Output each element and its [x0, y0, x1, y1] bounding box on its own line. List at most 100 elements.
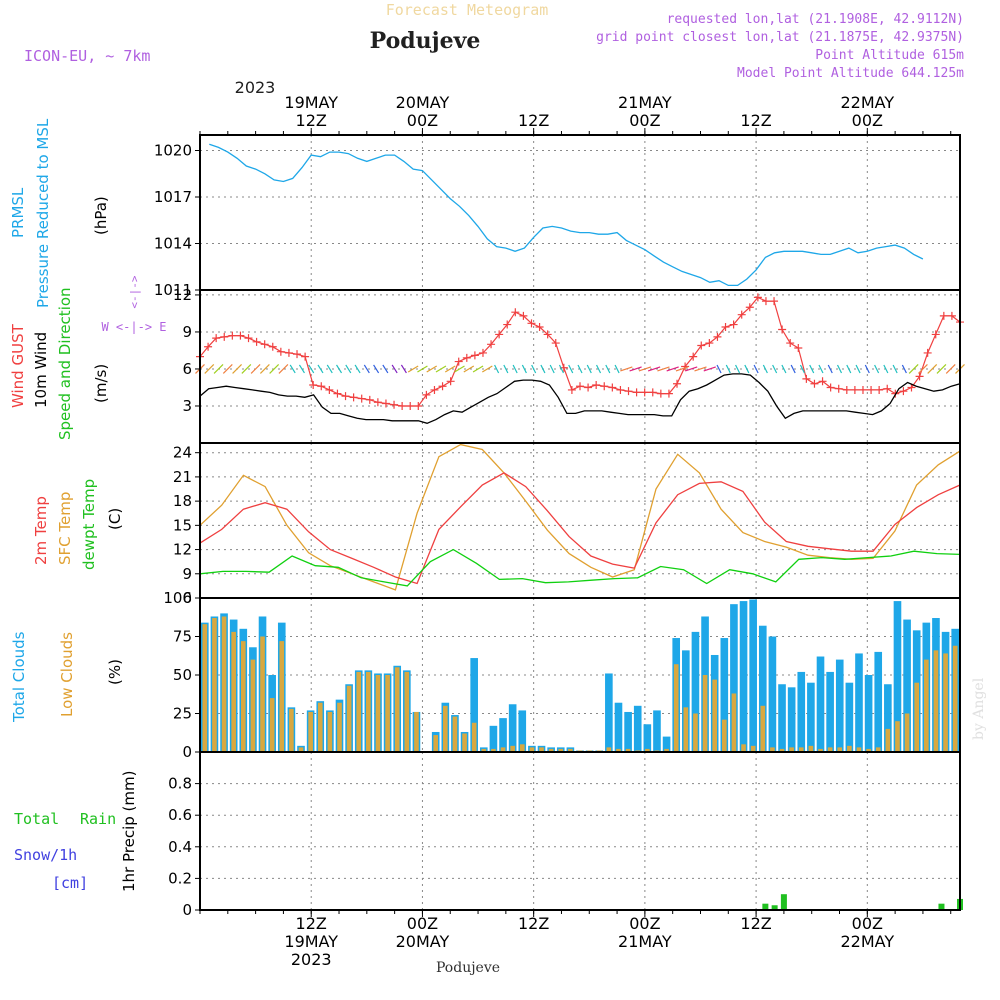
wind-direction-arrow: [317, 364, 324, 374]
temp-sfc-label: SFC Temp: [56, 492, 74, 565]
wind-gust-point: [648, 388, 657, 397]
wind-gust-point: [220, 332, 229, 341]
wind-speed-direction-label: Speed and Direction: [56, 287, 74, 440]
wind-gust-point: [802, 374, 811, 383]
wind-gust-point: [705, 339, 714, 348]
total-cloud-bar: [845, 682, 854, 752]
wind-gust-point: [430, 385, 439, 394]
bottom-time-label: 19MAY: [284, 932, 338, 951]
wind-gust-point: [462, 353, 471, 362]
low-cloud-bar: [519, 744, 525, 752]
top-time-label: 19MAY: [284, 93, 338, 112]
wind-direction-arrow: [204, 364, 215, 374]
low-cloud-bar: [462, 733, 467, 752]
wind-gust-point: [931, 330, 940, 339]
y-tick-label: 0: [182, 743, 192, 761]
temp-2m-label: 2m Temp: [32, 496, 50, 565]
wind-gust-point: [616, 385, 625, 394]
bottom-time-label: 00Z: [629, 914, 660, 933]
wind-direction-arrow: [482, 365, 493, 373]
wind-gust-point: [875, 385, 884, 394]
forecast-title: Forecast Meteogram: [386, 1, 549, 19]
low-cloud-bar: [866, 748, 871, 752]
wind-gust-point: [406, 401, 415, 410]
total-cloud-bar: [855, 653, 863, 752]
total-cloud-bar: [864, 675, 873, 752]
low-cloud-bar: [943, 653, 948, 752]
wind-direction-arrow: [426, 365, 438, 373]
low-cloud-bar: [298, 747, 304, 752]
wind-gust-point: [640, 388, 649, 397]
wind-gust-point: [309, 381, 318, 390]
wind-direction-arrow: [373, 364, 380, 374]
wind-direction-arrow: [278, 364, 289, 374]
wind-direction-arrow: [818, 364, 824, 374]
wind-direction-arrow: [846, 364, 852, 374]
low-cloud-bar: [308, 711, 313, 752]
low-cloud-bar: [568, 748, 573, 752]
low-cloud-bar: [452, 716, 458, 752]
temperature-panel-labels: 2m Temp SFC Temp dewpt Temp (C): [32, 479, 124, 570]
low-clouds-label: Low Clouds: [58, 632, 76, 717]
wind-direction-arrow: [444, 365, 456, 373]
wind-gust-point: [810, 379, 819, 388]
wind-gust-point: [228, 331, 237, 340]
wind-gust-point: [495, 330, 504, 339]
wind-direction-arrow: [657, 366, 670, 372]
wind-direction-arrow: [241, 364, 252, 374]
y-tick-label: 0.6: [168, 806, 192, 824]
wind-direction-arrow: [435, 365, 447, 373]
low-cloud-bar: [770, 747, 775, 752]
y-tick-label: 9: [182, 565, 192, 583]
low-cloud-bar: [731, 693, 737, 752]
wind-direction-arrow: [918, 364, 928, 374]
wind-gust-point: [236, 331, 245, 340]
wind-direction-arrow: [836, 364, 843, 374]
wind-gust-point: [673, 379, 682, 388]
wind-direction-arrow: [827, 364, 833, 374]
bottom-time-label: 00Z: [852, 914, 883, 933]
total-cloud-bar: [797, 671, 806, 752]
wind-gust-point: [632, 388, 641, 397]
low-cloud-bar: [529, 747, 535, 752]
total-cloud-bar: [682, 650, 690, 752]
wind-direction-arrow: [892, 364, 898, 374]
low-cloud-bar: [606, 747, 612, 752]
low-cloud-bar: [875, 747, 881, 752]
wind-gust-point: [656, 389, 665, 398]
wind-direction-arrow: [382, 364, 389, 374]
low-cloud-bar: [693, 713, 698, 752]
wind-direction-arrow: [232, 364, 242, 374]
wind-10m-line: [199, 373, 961, 424]
wind-direction-arrow: [336, 364, 343, 374]
wind-direction-arrow: [568, 364, 574, 374]
low-cloud-bar: [558, 748, 564, 752]
wind-direction-arrow: [250, 364, 261, 374]
wind-gust-point: [761, 297, 770, 306]
precip-panel-labels: Total Rain Snow/1h [cm] 1hr Precip (mm): [14, 771, 138, 892]
wind-direction-arrow: [936, 364, 947, 374]
wind-gust-point: [567, 385, 576, 394]
wind-gust-point: [301, 352, 310, 361]
wind-gust-point: [576, 382, 584, 391]
wind-direction-arrow: [289, 364, 296, 374]
y-tick-label: 50: [173, 666, 192, 684]
wind-10m-label: 10m Wind: [32, 332, 50, 408]
wind-gust-point: [204, 342, 213, 351]
wind-gust-point: [915, 372, 924, 381]
wind-gust-point: [422, 390, 431, 399]
model-altitude: Model Point Altitude 644.125m: [737, 66, 964, 81]
low-cloud-bar: [904, 713, 910, 752]
point-altitude: Point Altitude 615m: [815, 48, 964, 63]
precip-snow-label: Snow/1h: [14, 846, 77, 864]
low-cloud-bar: [221, 616, 227, 752]
wind-gust-point: [446, 377, 455, 386]
pressure-panel-labels: PRMSL Pressure Reduced to MSL (hPa): [9, 118, 110, 308]
wind-direction-arrow: [629, 366, 642, 372]
wind-gust-point: [487, 340, 496, 349]
low-cloud-bar: [327, 711, 333, 752]
low-cloud-bar: [933, 650, 939, 752]
total-cloud-bar: [807, 682, 815, 752]
low-cloud-bar: [231, 631, 236, 752]
low-cloud-bar: [356, 671, 362, 752]
